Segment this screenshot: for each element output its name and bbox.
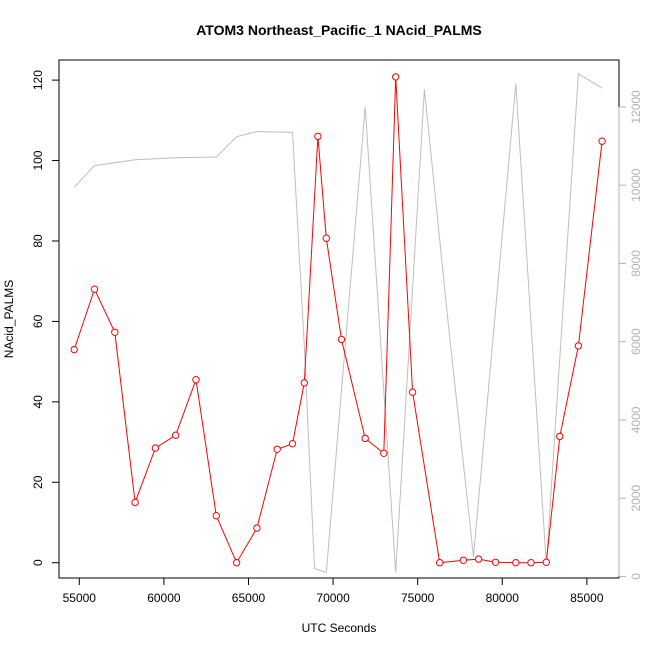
data-point <box>253 524 261 532</box>
secondary-series-line <box>73 72 603 574</box>
data-point <box>361 434 369 443</box>
data-point <box>151 444 160 452</box>
data-point <box>408 388 417 396</box>
y2-tick-label: 10000 <box>629 168 643 202</box>
data-point <box>300 379 308 387</box>
x-axis-label: UTC Seconds <box>302 621 377 635</box>
y-tick-label: 20 <box>31 475 45 489</box>
data-point <box>392 73 400 81</box>
x-tick-label: 75000 <box>401 591 435 605</box>
data-point <box>192 376 200 384</box>
data-point <box>337 335 346 344</box>
data-point <box>574 342 583 350</box>
y-axis-left: 0 20 40 60 80 100 120 <box>31 70 60 566</box>
y2-tick-label: 4000 <box>629 406 643 433</box>
x-tick-label: 80000 <box>486 591 520 605</box>
y-tick-label: 80 <box>31 234 45 248</box>
data-point <box>172 431 180 439</box>
data-point <box>527 559 535 567</box>
x-tick-label: 70000 <box>316 591 350 605</box>
primary-series-line <box>73 76 603 564</box>
data-point <box>542 558 550 566</box>
y-tick-label: 0 <box>31 559 45 566</box>
data-point <box>491 558 500 566</box>
x-axis: 55000 60000 65000 70000 75000 80000 85000 <box>63 577 604 605</box>
data-point <box>380 449 388 457</box>
data-point <box>273 445 281 453</box>
data-point <box>70 345 78 354</box>
data-point <box>232 559 241 567</box>
data-point <box>512 559 520 567</box>
x-tick-label: 55000 <box>63 591 97 605</box>
plot-frame <box>58 59 620 579</box>
y-axis-right: 0 2000 4000 6000 8000 10000 12000 <box>618 90 643 580</box>
secondary-series-layer <box>73 72 603 574</box>
y-axis-label: NAcid_PALMS <box>2 280 16 358</box>
data-point <box>212 512 221 520</box>
y-tick-label: 100 <box>31 150 45 170</box>
y2-tick-label: 6000 <box>629 328 643 355</box>
y-tick-label: 120 <box>31 70 45 90</box>
data-point <box>131 498 139 507</box>
y2-tick-label: 2000 <box>629 485 643 512</box>
y-tick-label: 40 <box>31 395 45 409</box>
x-tick-label: 60000 <box>147 591 181 605</box>
data-point <box>556 432 564 441</box>
x-tick-label: 65000 <box>232 591 266 605</box>
data-point <box>459 556 468 564</box>
y2-tick-label: 8000 <box>629 250 643 277</box>
x-tick-label: 85000 <box>570 591 604 605</box>
data-point <box>474 555 483 563</box>
data-point <box>436 559 444 567</box>
y2-tick-label: 0 <box>629 573 643 580</box>
y-tick-label: 60 <box>31 314 45 328</box>
data-point <box>314 132 322 141</box>
primary-series-layer <box>70 73 606 567</box>
data-point <box>111 328 119 336</box>
data-point <box>598 137 606 145</box>
data-point <box>90 285 99 293</box>
data-point <box>322 234 330 242</box>
chart-title: ATOM3 Northeast_Pacific_1 NAcid_PALMS <box>196 22 482 38</box>
data-point <box>288 440 297 448</box>
y2-tick-label: 12000 <box>629 90 643 124</box>
